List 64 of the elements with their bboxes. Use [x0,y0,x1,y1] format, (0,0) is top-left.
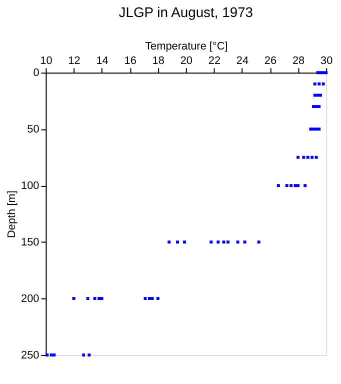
point [313,82,316,86]
point [86,297,90,300]
y-tick-label: 250 [21,349,40,362]
point [290,184,293,188]
point [156,297,160,300]
point [312,128,315,131]
point [52,354,56,356]
point [316,94,320,97]
point [176,240,179,244]
point [276,184,280,188]
point [318,94,322,97]
x-tick-label: 18 [152,55,164,68]
point [216,240,220,244]
point [318,82,321,86]
point [322,82,325,86]
x-tick-label: 10 [40,55,52,68]
point [316,71,320,74]
point [314,156,318,159]
x-tick-label: 22 [208,55,221,68]
chart-title: JLGP in August, 1973 [118,4,254,20]
point [226,240,230,244]
point [100,297,104,300]
point [236,240,240,244]
point [324,71,328,74]
point [72,297,76,300]
x-tick-label: 30 [320,55,333,68]
y-tick-label: 0 [33,67,40,80]
point [318,128,321,131]
y-axis-title: Depth [m] [6,190,18,238]
point [82,354,86,356]
point [296,156,300,159]
point [285,184,288,188]
x-tick-label: 20 [180,55,192,68]
point [257,240,260,244]
point [304,184,307,188]
point [168,240,171,244]
point [309,128,312,131]
point [93,297,96,300]
y-tick-label: 100 [21,180,40,192]
x-axis-title: Temperature [°C] [145,40,228,52]
x-tick-label: 26 [264,55,277,68]
x-tick-label: 24 [236,55,249,68]
x-tick-label: 14 [96,55,108,68]
point [243,240,246,244]
x-tick-label: 12 [68,55,80,68]
point [183,240,186,244]
point [210,240,213,244]
point [148,297,151,300]
point [296,184,300,188]
point [310,156,314,159]
point [306,156,310,159]
point [312,105,315,108]
point [318,105,321,108]
x-tick-label: 28 [292,55,305,68]
point [88,354,91,356]
y-tick-label: 150 [21,236,40,249]
y-tick-label: 50 [27,124,40,136]
point [46,354,49,356]
y-tick-label: 200 [21,293,40,305]
point [302,156,306,159]
point [150,297,154,300]
point [98,297,100,300]
point [318,71,322,74]
x-tick-label: 16 [124,55,136,68]
